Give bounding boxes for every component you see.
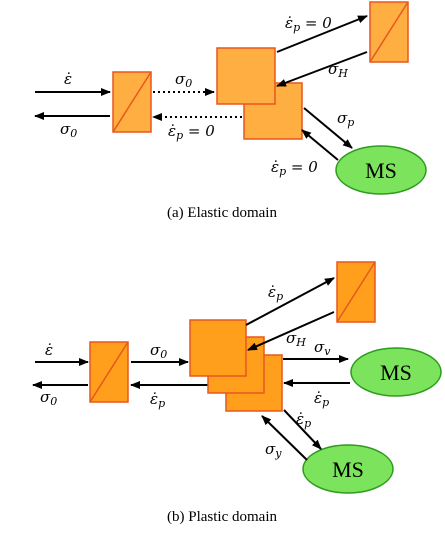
plastic-label-epsp-top: ε̇p — [268, 283, 283, 303]
elastic-label-sigma0-mid: σ0 — [175, 70, 192, 90]
elastic-label-epsp-zero-top: ε̇p = 0 — [285, 14, 332, 34]
plastic-arrow-to-top-box — [245, 277, 335, 326]
plastic-domain-diagram: ε̇ σ0 σ0 ε̇p ε̇p σH MS σv ε̇p MS — [32, 261, 442, 494]
plastic-label-sigma-v: σv — [314, 338, 331, 358]
elastic-arrow-from-ms — [301, 129, 339, 161]
plastic-label-sigma0-mid: σ0 — [150, 341, 167, 361]
plastic-ms-ellipse-lower — [302, 444, 394, 494]
plastic-label-sigma0-out: σ0 — [40, 388, 57, 408]
elastic-arrow-from-top-box — [276, 51, 368, 87]
elastic-domain-diagram: ε̇ σ0 σ0 ε̇p = 0 ε̇p = 0 σH MS σp ε̇p = … — [34, 1, 427, 195]
plastic-left-box-diagonal — [89, 341, 129, 403]
plastic-top-right-box-diagonal — [336, 261, 376, 323]
elastic-arrow-to-ms — [303, 107, 353, 149]
elastic-arrow-to-top-box — [276, 15, 368, 53]
plastic-label-epsp-ms1: ε̇p — [314, 389, 329, 409]
elastic-ms-label: MS — [365, 158, 397, 183]
plastic-label-eps-in: ε̇ — [45, 341, 53, 359]
plastic-label-epsp-ms2: ε̇p — [296, 410, 311, 430]
plastic-arrow-to-ms-lower — [283, 409, 322, 450]
plastic-center-box-front — [189, 319, 247, 377]
elastic-label-sigma-p: σp — [337, 109, 354, 129]
plastic-ms-ellipse-upper — [350, 347, 442, 397]
elastic-label-epsp-zero-ms: ε̇p = 0 — [271, 158, 318, 178]
plastic-label-sigma-h: σH — [286, 329, 306, 349]
plastic-ms-label-lower: MS — [332, 457, 364, 482]
elastic-left-box-diagonal — [112, 71, 152, 133]
elastic-ms-ellipse — [335, 145, 427, 195]
elastic-label-epsp-zero-mid: ε̇p = 0 — [168, 122, 215, 142]
plastic-arrow-from-top-box — [247, 311, 335, 351]
elastic-label-eps-in: ε̇ — [64, 70, 72, 88]
elastic-label-sigma-h: σH — [328, 60, 348, 80]
plastic-arrow-from-ms-lower — [261, 415, 308, 461]
caption-elastic: (a) Elastic domain — [167, 205, 277, 221]
elastic-label-sigma0-out: σ0 — [60, 120, 77, 140]
plastic-label-epsp-mid: ε̇p — [150, 390, 165, 410]
caption-plastic: (b) Plastic domain — [167, 509, 277, 525]
plastic-ms-label-upper: MS — [380, 360, 412, 385]
elastic-center-box-front — [216, 47, 276, 105]
plastic-label-sigma-y: σy — [265, 440, 282, 460]
elastic-top-right-box-diagonal — [369, 1, 409, 63]
